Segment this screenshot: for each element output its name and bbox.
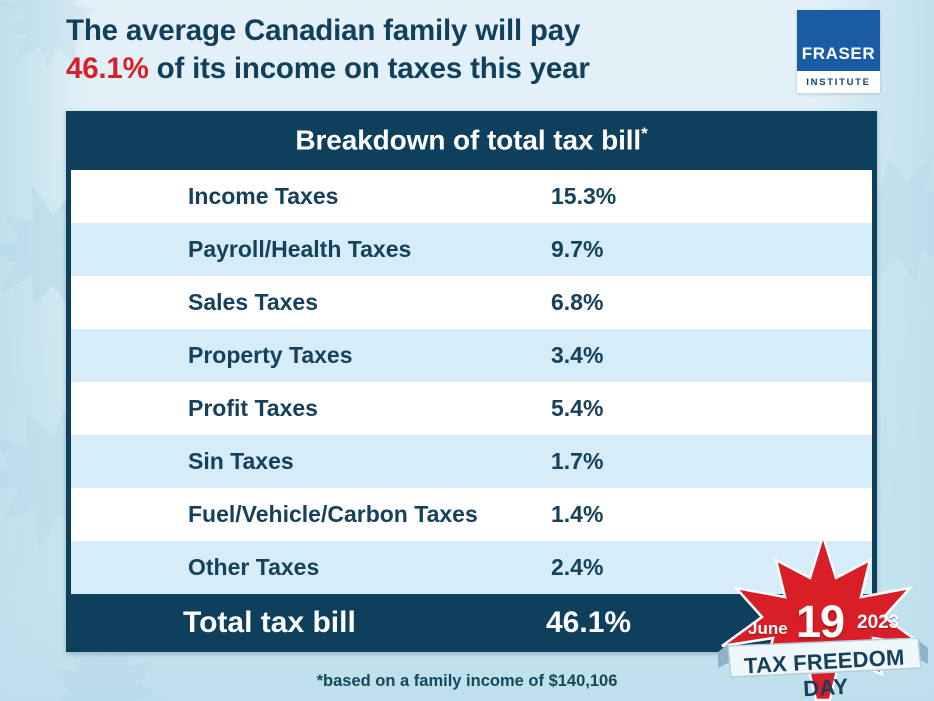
page-title: The average Canadian family will pay 46.… (66, 12, 766, 88)
badge-year: 2023 (857, 612, 900, 633)
table-title-asterisk: * (641, 124, 648, 144)
logo-subtitle-bar: INSTITUTE (797, 71, 880, 93)
badge-ribbon-text: TAX FREEDOM DAY (743, 644, 906, 701)
total-value: 46.1% (546, 606, 632, 639)
table-row: Other Taxes 2.4% (71, 541, 872, 594)
row-label: Sin Taxes (188, 448, 294, 474)
row-value: 5.4% (551, 395, 604, 421)
headline-line-1: The average Canadian family will pay (66, 14, 581, 47)
footnote: *based on a family income of $140,106 (316, 672, 618, 690)
table-row: Sin Taxes 1.7% (71, 435, 872, 488)
row-value: 6.8% (551, 289, 604, 315)
fraser-institute-logo: FRASER INSTITUTE (797, 10, 880, 93)
logo-mark: FRASER (797, 10, 880, 71)
logo-name: FRASER (801, 44, 876, 63)
badge-month: June (748, 619, 788, 638)
table-row: Income Taxes 15.3% (71, 170, 872, 223)
row-label: Income Taxes (188, 183, 339, 209)
row-label: Profit Taxes (188, 395, 318, 421)
row-value: 2.4% (551, 554, 604, 580)
row-label: Other Taxes (188, 554, 320, 580)
badge-day: 19 (796, 596, 845, 647)
total-label: Total tax bill (183, 606, 356, 639)
table-header: Breakdown of total tax bill* (66, 111, 877, 170)
row-label: Fuel/Vehicle/Carbon Taxes (188, 501, 478, 527)
table-row: Property Taxes 3.4% (71, 329, 872, 382)
table-row: Payroll/Health Taxes 9.7% (71, 223, 872, 276)
tax-freedom-day-badge: June 19 2023 TAX FREEDOM DAY (712, 534, 934, 701)
row-label: Property Taxes (188, 342, 353, 368)
table-row: Fuel/Vehicle/Carbon Taxes 1.4% (71, 488, 872, 541)
ribbon-banner-icon (718, 638, 928, 678)
table-row: Profit Taxes 5.4% (71, 382, 872, 435)
row-value: 9.7% (551, 236, 604, 262)
row-label: Sales Taxes (188, 289, 319, 315)
table-body: Income Taxes 15.3% Payroll/Health Taxes … (66, 170, 877, 594)
table-title: Breakdown of total tax bill* (295, 124, 647, 156)
row-value: 15.3% (551, 183, 617, 209)
headline-line-2: of its income on taxes this year (148, 52, 590, 86)
row-label: Payroll/Health Taxes (188, 236, 412, 262)
table-row: Sales Taxes 6.8% (71, 276, 872, 329)
logo-subtitle: INSTITUTE (806, 76, 871, 88)
headline-percent: 46.1% (66, 52, 149, 86)
row-value: 1.4% (551, 501, 604, 527)
table-title-text: Breakdown of total tax bill (295, 124, 642, 156)
row-value: 3.4% (551, 342, 604, 368)
row-value: 1.7% (551, 448, 604, 474)
